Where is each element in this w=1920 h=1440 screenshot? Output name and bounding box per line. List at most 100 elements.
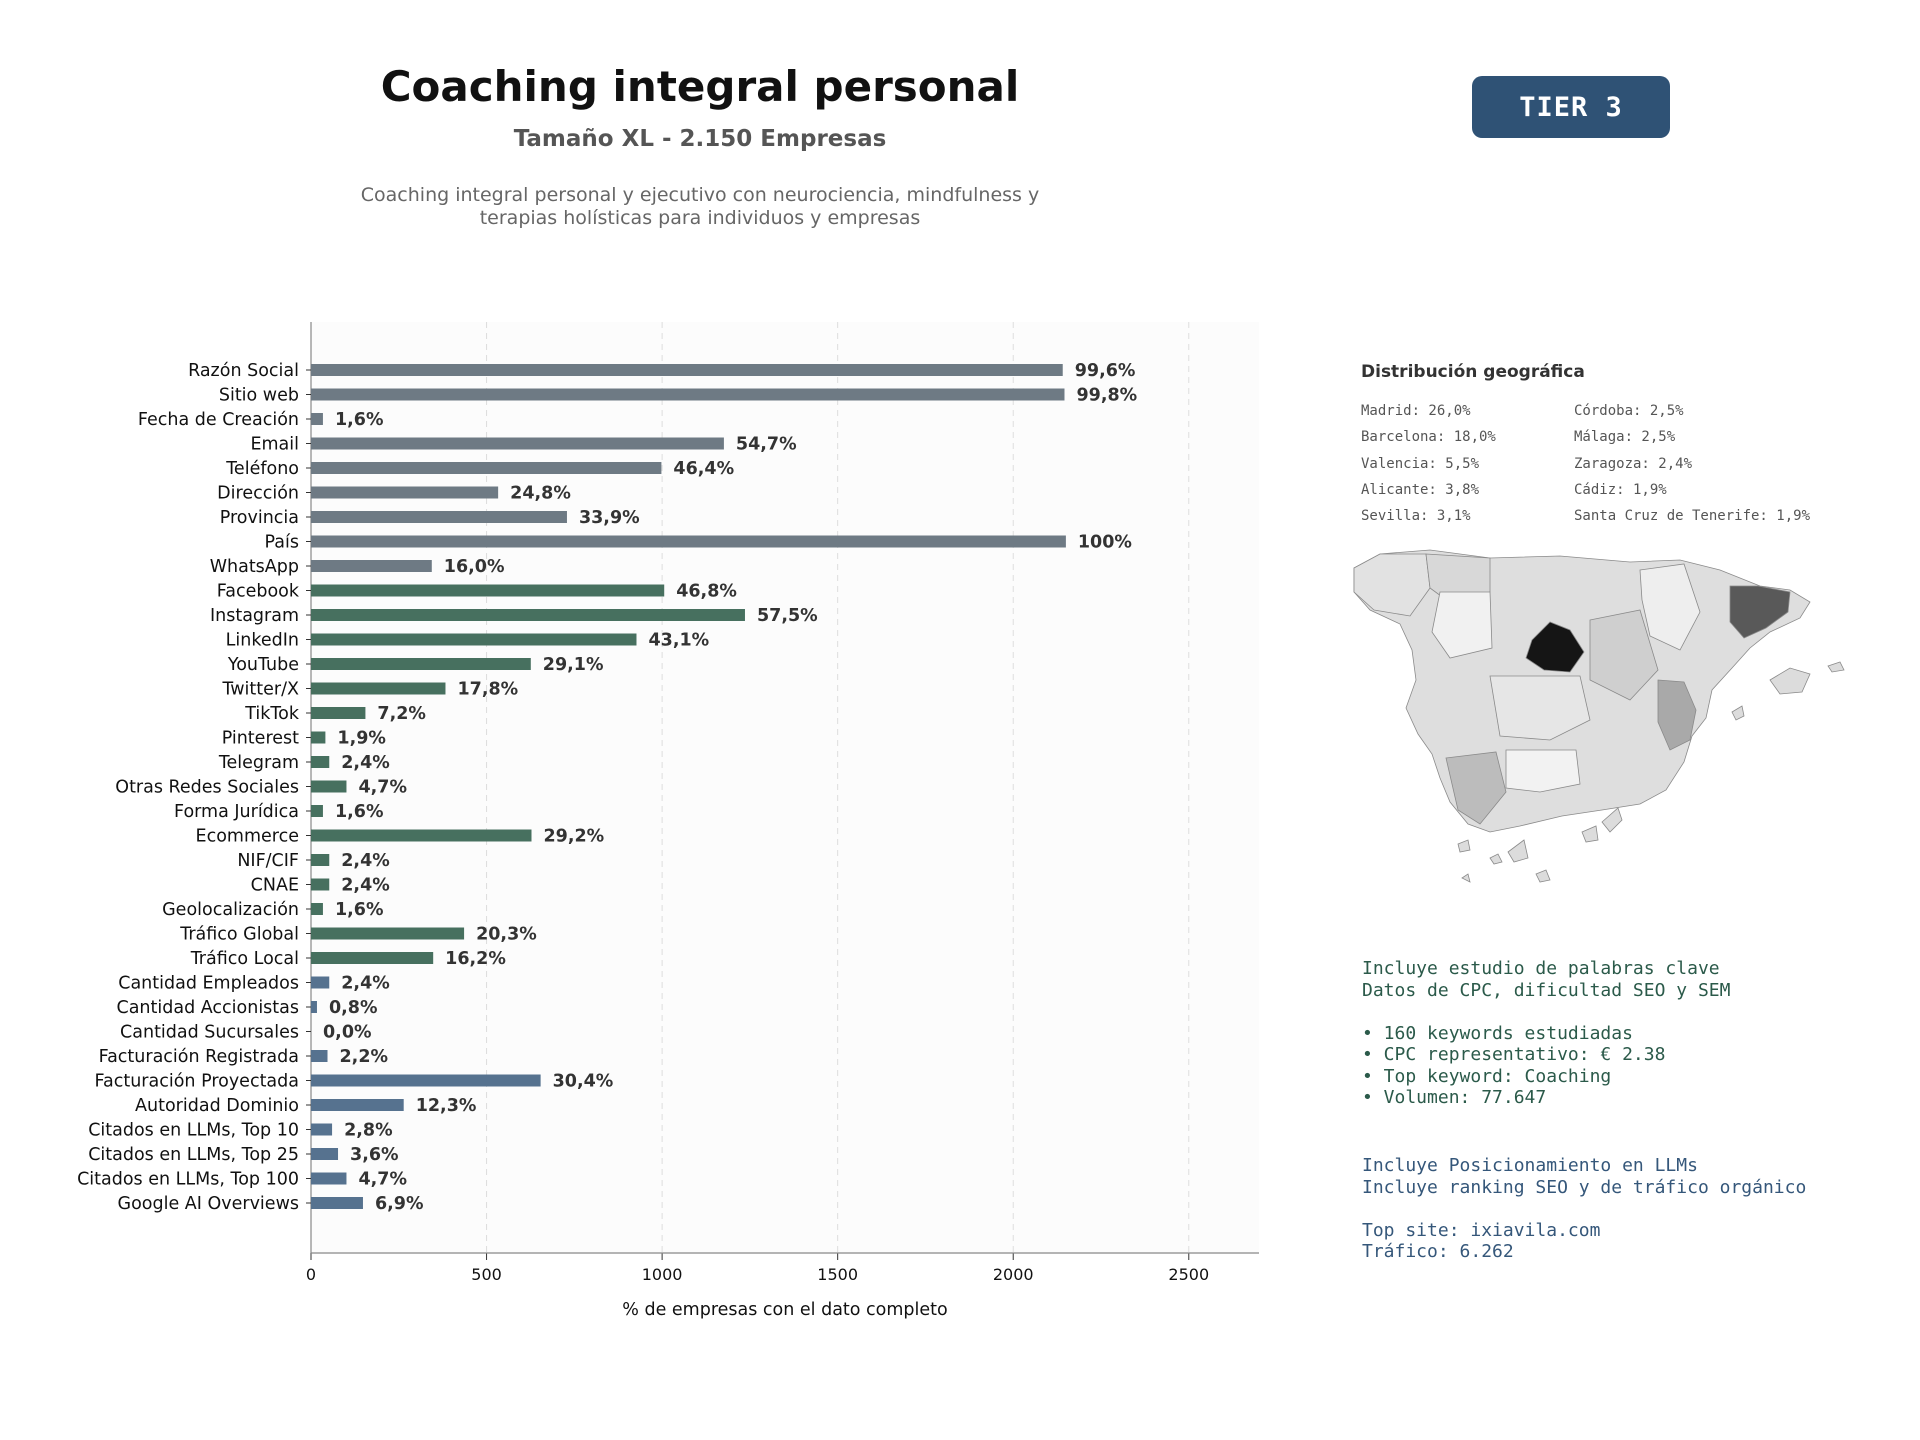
value-label: 29,1% xyxy=(543,655,604,675)
x-tick-label: 500 xyxy=(471,1265,502,1284)
bar xyxy=(311,388,1065,401)
map-region-madrid xyxy=(1525,621,1585,673)
value-label: 4,7% xyxy=(358,1170,407,1190)
x-tick-label: 2500 xyxy=(1168,1265,1209,1284)
bar xyxy=(311,486,499,499)
x-tick-label: 2000 xyxy=(993,1265,1034,1284)
bar xyxy=(311,1099,404,1111)
bar xyxy=(311,805,323,817)
category-label: País xyxy=(265,533,299,553)
llm-info: Incluye Posicionamiento en LLMs Incluye … xyxy=(1362,1155,1806,1263)
keyword-bullet: • Top keyword: Coaching xyxy=(1362,1065,1612,1087)
category-label: Facebook xyxy=(217,582,300,602)
bar xyxy=(311,658,531,670)
category-label: NIF/CIF xyxy=(237,851,299,871)
value-label: 1,6% xyxy=(335,410,384,430)
category-label: Ecommerce xyxy=(196,827,299,847)
plot-area xyxy=(311,322,1259,1253)
value-label: 24,8% xyxy=(510,484,571,504)
map-region-galicia xyxy=(1353,553,1431,617)
spacer xyxy=(1362,1001,1730,1023)
category-label: Twitter/X xyxy=(221,680,299,700)
value-label: 1,9% xyxy=(337,729,386,749)
value-label: 99,8% xyxy=(1076,386,1137,406)
bar xyxy=(311,535,1066,548)
value-label: 29,2% xyxy=(543,827,604,847)
category-label: Tráfico Global xyxy=(179,925,299,945)
value-label: 2,4% xyxy=(341,753,390,773)
x-tick-label: 1500 xyxy=(817,1265,858,1284)
geo-list-left: Madrid: 26,0% Barcelona: 18,0% Valencia:… xyxy=(1361,398,1496,529)
map-balearic-ibiza xyxy=(1731,705,1745,721)
llm-line-1: Incluye Posicionamiento en LLMs xyxy=(1362,1155,1698,1176)
category-label: Instagram xyxy=(210,606,299,626)
category-label: Citados en LLMs, Top 10 xyxy=(88,1121,299,1141)
category-label: Dirección xyxy=(217,484,299,504)
map-balearic-menorca xyxy=(1827,661,1845,673)
bar xyxy=(311,560,432,572)
map-region-valencia xyxy=(1657,679,1697,751)
geo-title: Distribución geográfica xyxy=(1361,362,1585,382)
bar-chart: 0 500 1000 1500 2000 2500 Razón Social 99,6% Sit… xyxy=(77,322,1259,1320)
description-line-1: Coaching integral personal y ejecutivo c… xyxy=(360,184,1040,206)
category-label: Cantidad Sucursales xyxy=(120,1023,299,1043)
geo-item: Sevilla: 3,1% xyxy=(1361,508,1471,525)
geo-item: Valencia: 5,5% xyxy=(1361,455,1480,472)
value-label: 43,1% xyxy=(648,631,709,651)
x-tick-label: 0 xyxy=(306,1265,316,1284)
map-canary-4 xyxy=(1535,869,1551,883)
map-balearic-mallorca xyxy=(1769,667,1811,695)
map-region-catalonia xyxy=(1729,585,1791,639)
bar xyxy=(311,780,347,793)
category-label: Facturación Proyectada xyxy=(95,1072,299,1092)
keyword-bullet: • CPC representativo: € 2.38 xyxy=(1362,1044,1666,1065)
value-label: 0,0% xyxy=(323,1023,372,1043)
category-label: Google AI Overviews xyxy=(118,1194,299,1214)
keywords-info: Incluye estudio de palabras clave Datos … xyxy=(1362,958,1730,1109)
geo-item: Málaga: 2,5% xyxy=(1574,429,1676,446)
category-label: CNAE xyxy=(251,876,299,896)
value-label: 0,8% xyxy=(329,998,378,1018)
category-label: Teléfono xyxy=(225,459,299,479)
x-tick-label: 1000 xyxy=(642,1265,683,1284)
keywords-line-1: Incluye estudio de palabras clave xyxy=(1362,958,1720,979)
tier-badge: TIER 3 xyxy=(1472,76,1670,138)
geo-item: Barcelona: 18,0% xyxy=(1361,429,1496,446)
map-region-center xyxy=(1489,675,1591,741)
geo-item: Santa Cruz de Tenerife: 1,9% xyxy=(1574,508,1811,525)
bar xyxy=(311,437,724,450)
bar xyxy=(311,364,1063,376)
value-label: 20,3% xyxy=(476,925,537,945)
value-label: 2,2% xyxy=(340,1047,389,1067)
map-canary-3 xyxy=(1507,839,1529,863)
top-site: Top site: ixiavila.com xyxy=(1362,1219,1601,1241)
bar xyxy=(311,707,366,719)
geo-item: Zaragoza: 2,4% xyxy=(1574,455,1693,472)
value-label: 16,2% xyxy=(445,949,506,969)
spain-map xyxy=(1353,549,1845,883)
category-label: Telegram xyxy=(218,753,299,773)
page-description: Coaching integral personal y ejecutivo c… xyxy=(300,184,1100,230)
category-label: Email xyxy=(250,435,299,455)
bar xyxy=(311,731,326,744)
category-label: Tráfico Local xyxy=(190,949,299,969)
llm-line-2: Incluye ranking SEO y de tráfico orgánic… xyxy=(1362,1176,1807,1198)
bar xyxy=(311,1001,317,1013)
bar xyxy=(311,952,434,964)
value-label: 33,9% xyxy=(579,508,640,528)
category-label: YouTube xyxy=(227,655,299,675)
x-axis-label: % de empresas con el dato completo xyxy=(622,1300,947,1320)
value-label: 4,7% xyxy=(358,778,407,798)
value-label: 99,6% xyxy=(1075,361,1136,381)
bar xyxy=(311,829,532,842)
map-canary-7 xyxy=(1461,873,1471,883)
description-line-2: terapias holísticas para individuos y em… xyxy=(479,207,921,229)
bar xyxy=(311,1148,339,1160)
bar xyxy=(311,462,662,474)
top-site-traffic: Tráfico: 6.262 xyxy=(1362,1241,1514,1262)
geo-item: Madrid: 26,0% xyxy=(1361,403,1471,419)
value-label: 16,0% xyxy=(444,557,505,577)
category-label: Citados en LLMs, Top 25 xyxy=(88,1145,299,1165)
map-region-east xyxy=(1589,609,1659,701)
bar xyxy=(311,511,567,523)
